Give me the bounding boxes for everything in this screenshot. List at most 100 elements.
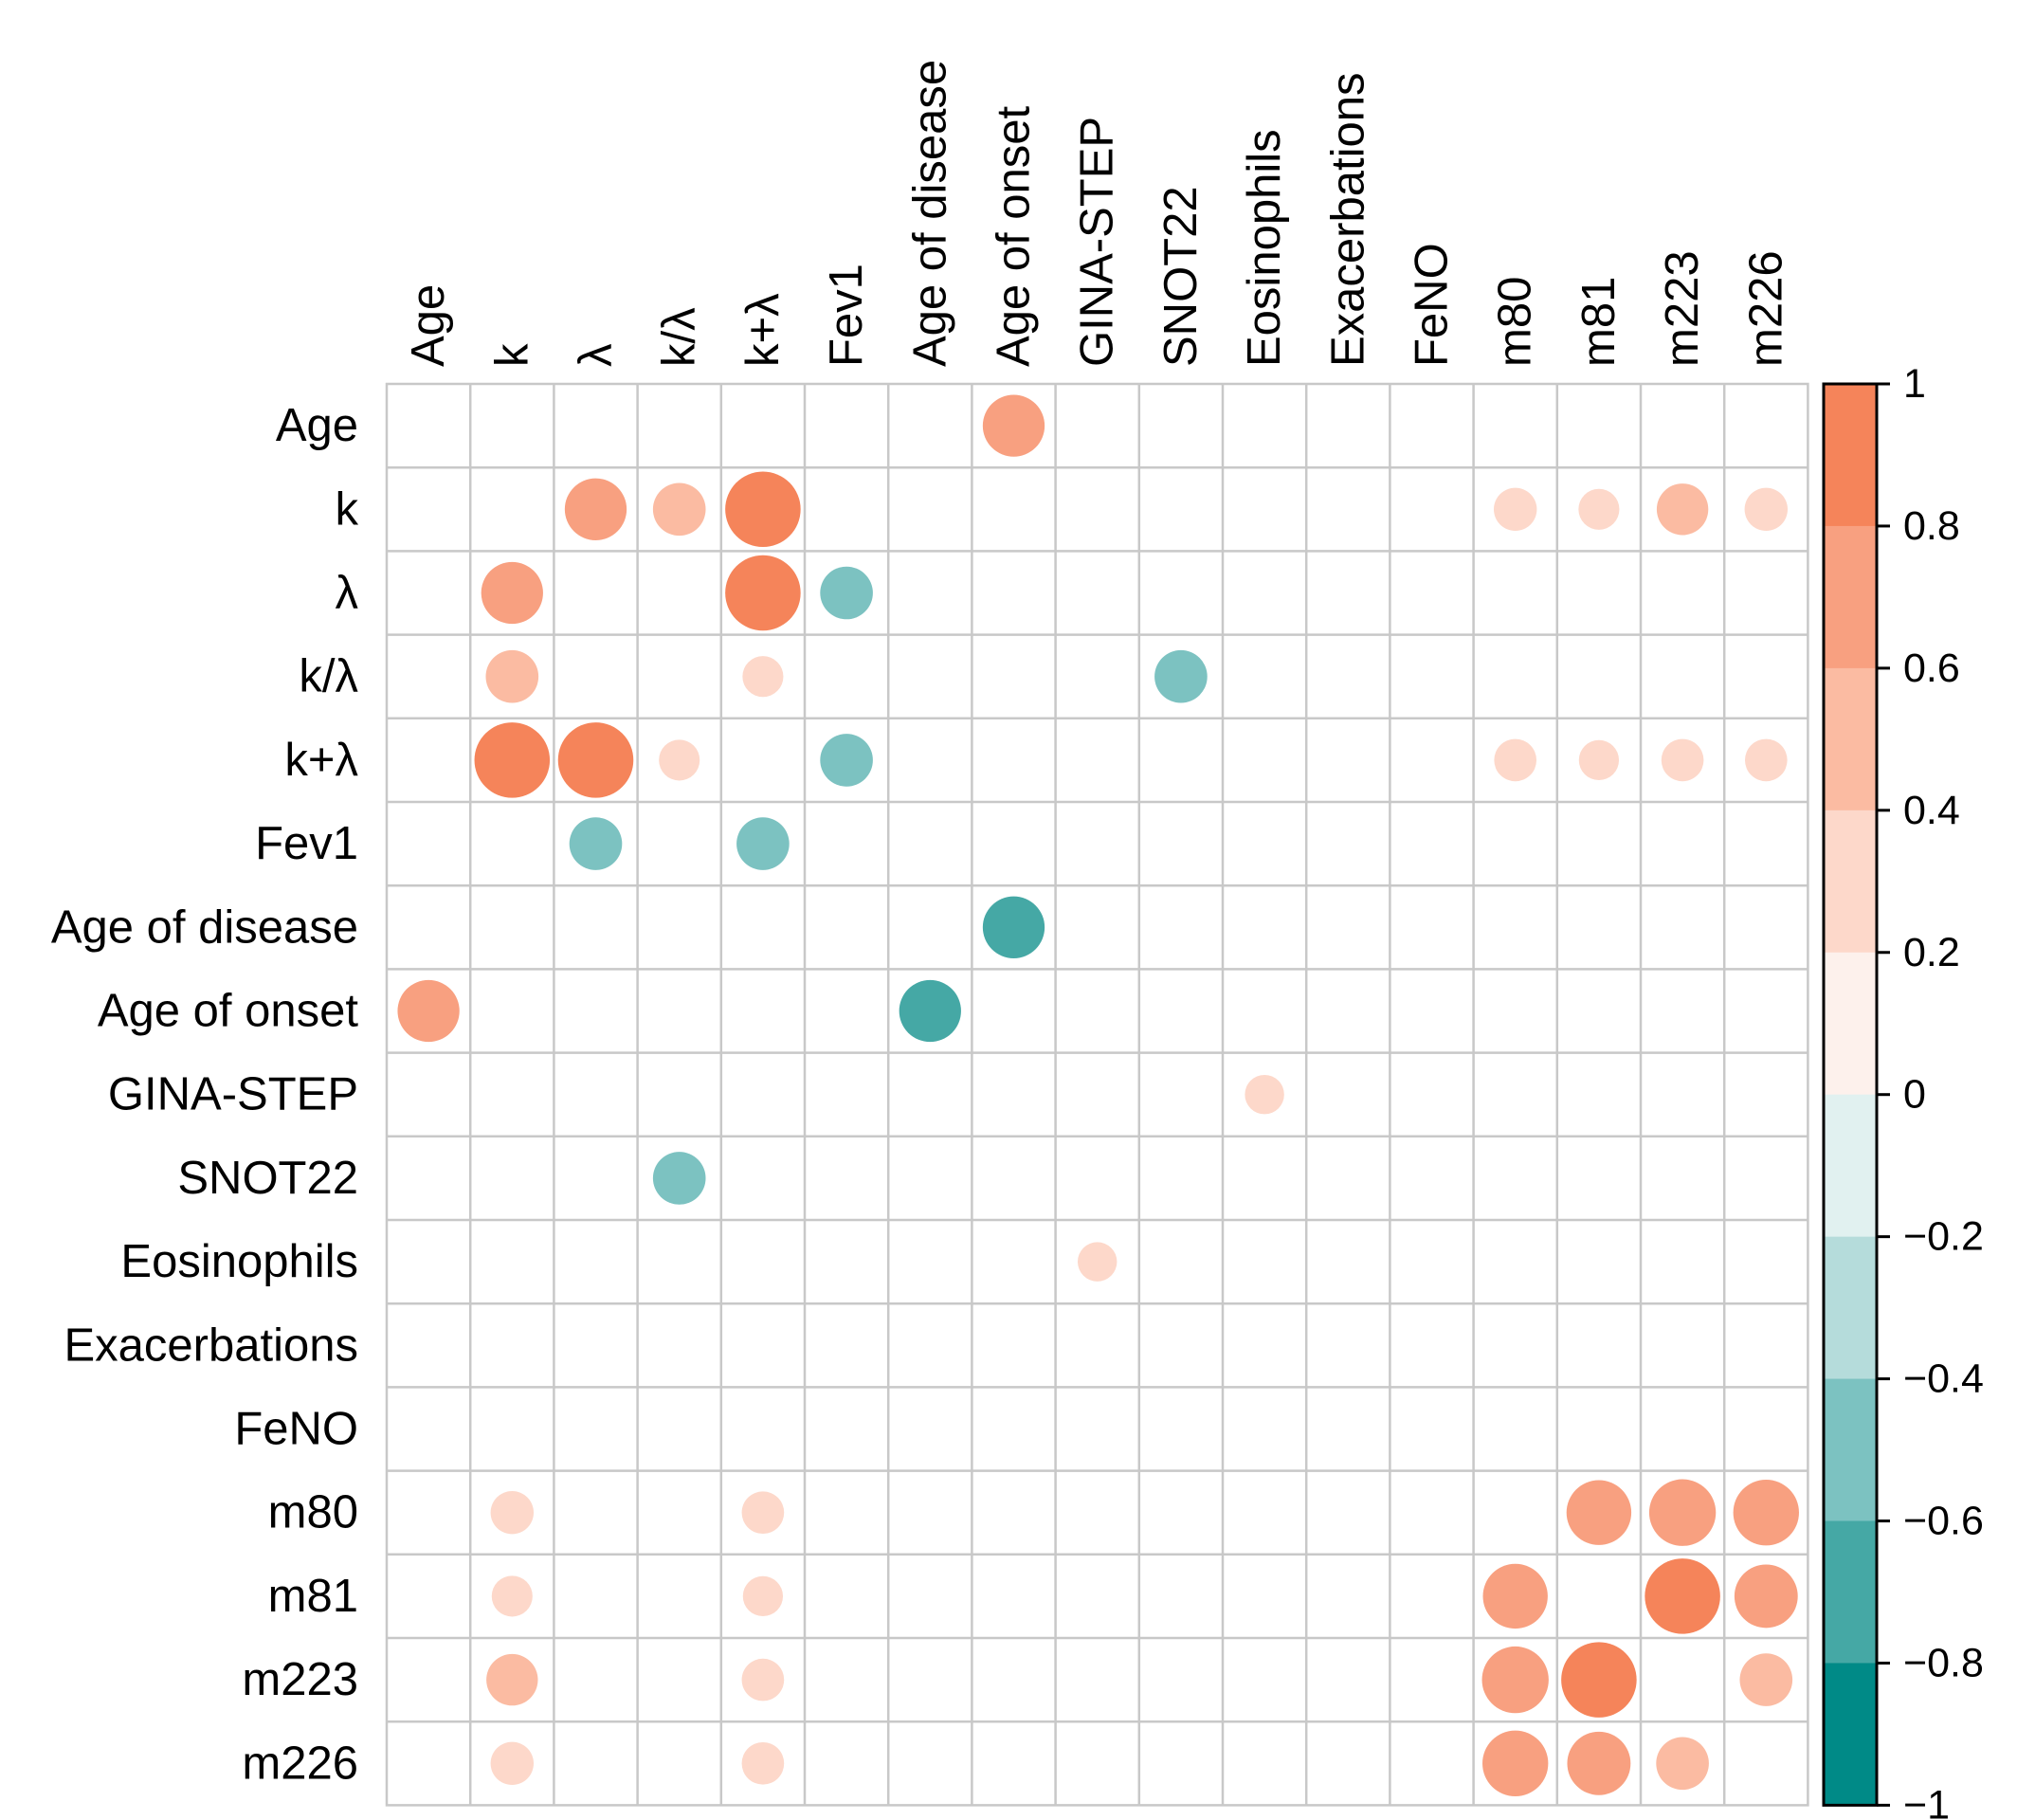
column-label-exacerbations: Exacerbations bbox=[1322, 72, 1373, 367]
correlation-circle-m81-m80 bbox=[1482, 1563, 1548, 1629]
row-label-feno: FeNO bbox=[234, 1404, 358, 1455]
colorbar-bin bbox=[1824, 952, 1877, 1096]
correlation-circle-m223-m226 bbox=[1739, 1653, 1793, 1706]
colorbar-bin bbox=[1824, 384, 1877, 527]
column-label-age-of-disease: Age of disease bbox=[904, 60, 955, 367]
row-label-exacerbations: Exacerbations bbox=[64, 1320, 358, 1371]
row-label-m223: m223 bbox=[242, 1654, 358, 1705]
correlation-circle-m223-kpluslambda bbox=[741, 1658, 785, 1702]
colorbar-bin bbox=[1824, 1236, 1877, 1380]
colorbar-tick-label: −0.2 bbox=[1903, 1214, 1984, 1260]
correlation-circle-snot22-k-over-lambda bbox=[652, 1152, 706, 1205]
column-label-kpluslambda: k+λ bbox=[737, 293, 789, 367]
correlation-circle-m81-m226 bbox=[1734, 1564, 1798, 1629]
row-label-age-of-onset: Age of onset bbox=[98, 986, 359, 1037]
colorbar-tick-label: 0 bbox=[1903, 1072, 1926, 1118]
colorbar-tick-label: −0.8 bbox=[1903, 1640, 1984, 1685]
correlation-circle-age-of-disease-age-of-onset bbox=[982, 896, 1045, 958]
correlation-circle-k-m223 bbox=[1656, 483, 1709, 536]
correlation-circle-kpluslambda-k bbox=[474, 722, 551, 798]
column-label-gina-step: GINA-STEP bbox=[1072, 117, 1123, 367]
correlation-circle-m226-m81 bbox=[1567, 1731, 1631, 1795]
column-label-m80: m80 bbox=[1490, 277, 1541, 367]
column-label-m81: m81 bbox=[1573, 277, 1625, 367]
correlation-circle-lambda-kpluslambda bbox=[725, 555, 801, 631]
correlation-circle-k-lambda bbox=[564, 478, 627, 540]
correlation-circle-k-m81 bbox=[1578, 488, 1620, 530]
correlation-circle-m226-m223 bbox=[1656, 1737, 1709, 1791]
column-label-k: k bbox=[486, 343, 537, 367]
correlation-circle-age-age-of-onset bbox=[982, 394, 1045, 457]
correlation-circle-fev1-lambda bbox=[569, 817, 623, 870]
correlation-circle-k-kpluslambda bbox=[725, 471, 801, 548]
correlation-circle-kpluslambda-m223 bbox=[1661, 738, 1704, 782]
column-label-snot22: SNOT22 bbox=[1155, 186, 1207, 367]
row-label-m226: m226 bbox=[242, 1738, 358, 1789]
column-label-eosinophils: Eosinophils bbox=[1239, 129, 1290, 367]
correlation-circle-kpluslambda-lambda bbox=[557, 722, 634, 798]
column-label-m226: m226 bbox=[1740, 250, 1791, 367]
row-label-age-of-disease: Age of disease bbox=[51, 901, 358, 953]
circle-layer bbox=[397, 394, 1799, 1796]
colorbar-tick-label: −0.6 bbox=[1903, 1499, 1984, 1544]
correlation-circle-k-m80 bbox=[1493, 487, 1537, 532]
row-label-k-over-lambda: k/λ bbox=[299, 651, 358, 702]
correlation-circle-m81-m223 bbox=[1644, 1558, 1720, 1634]
correlation-circle-m223-m81 bbox=[1561, 1642, 1637, 1718]
grid-layer bbox=[385, 382, 1809, 1807]
row-label-eosinophils: Eosinophils bbox=[120, 1236, 358, 1287]
colorbar-tick-label: 0.6 bbox=[1903, 646, 1960, 691]
correlation-circle-k-m226 bbox=[1744, 487, 1789, 532]
colorbar-bin bbox=[1824, 525, 1877, 669]
column-labels: Age k λ k/λ k+λ Fev1 Age of disease Age of onse… bbox=[403, 60, 1791, 367]
row-label-m80: m80 bbox=[268, 1487, 358, 1538]
correlation-circle-k-over-lambda-kpluslambda bbox=[742, 656, 784, 698]
correlation-circle-kpluslambda-k-over-lambda bbox=[659, 739, 700, 781]
correlation-circle-m81-kpluslambda bbox=[742, 1575, 784, 1617]
correlation-circle-lambda-k bbox=[481, 561, 543, 625]
correlation-circle-m223-m80 bbox=[1481, 1646, 1549, 1714]
row-label-gina-step: GINA-STEP bbox=[108, 1069, 358, 1120]
grid-frame bbox=[385, 382, 1809, 1807]
correlation-circle-k-over-lambda-snot22 bbox=[1154, 649, 1208, 703]
row-label-k: k bbox=[336, 483, 359, 535]
column-label-fev1: Fev1 bbox=[821, 264, 872, 367]
correlation-circle-m80-m226 bbox=[1733, 1480, 1799, 1546]
column-label-feno: FeNO bbox=[1407, 243, 1458, 367]
correlation-circle-age-of-onset-age-of-disease bbox=[899, 979, 961, 1043]
correlation-circle-k-over-lambda-k bbox=[485, 649, 539, 703]
correlation-circle-kpluslambda-m226 bbox=[1744, 738, 1788, 782]
correlation-circle-m80-m81 bbox=[1566, 1480, 1632, 1545]
colorbar-tick-label: 0.8 bbox=[1903, 503, 1960, 549]
correlation-circle-kpluslambda-m81 bbox=[1578, 739, 1620, 781]
row-label-age: Age bbox=[276, 400, 358, 451]
row-label-lambda: λ bbox=[336, 568, 359, 619]
row-label-fev1: Fev1 bbox=[255, 818, 358, 869]
colorbar-tick-label: −1 bbox=[1903, 1782, 1950, 1820]
correlation-circle-gina-step-eosinophils bbox=[1245, 1074, 1284, 1115]
column-label-m223: m223 bbox=[1657, 250, 1708, 367]
colorbar-tick-label: 1 bbox=[1903, 361, 1926, 407]
correlation-circle-eosinophils-gina-step bbox=[1077, 1242, 1118, 1282]
correlation-circle-kpluslambda-m80 bbox=[1494, 738, 1537, 782]
column-label-age: Age bbox=[403, 284, 454, 367]
correlation-circle-m80-k bbox=[490, 1490, 535, 1535]
correlation-circle-m226-k bbox=[490, 1741, 535, 1786]
correlation-circle-fev1-kpluslambda bbox=[736, 817, 790, 870]
colorbar-bin bbox=[1824, 1663, 1877, 1806]
correlation-circle-m81-k bbox=[491, 1575, 533, 1617]
correlation-circle-m80-m223 bbox=[1648, 1479, 1717, 1546]
row-label-m81: m81 bbox=[268, 1571, 358, 1622]
colorbar-bin bbox=[1824, 1378, 1877, 1522]
colorbar-tick-label: 0.4 bbox=[1903, 788, 1960, 833]
correlation-circle-m223-k bbox=[486, 1653, 538, 1706]
correlation-circle-age-of-onset-age bbox=[397, 979, 460, 1043]
column-label-age-of-onset: Age of onset bbox=[989, 105, 1040, 367]
colorbar: 1 0.8 0.6 0.4 0.2 0 −0.2 −0.4 −0.6 −0.8 −1 bbox=[1822, 361, 1984, 1820]
row-label-kpluslambda: k+λ bbox=[284, 735, 358, 786]
colorbar-bin bbox=[1824, 1520, 1877, 1664]
colorbar-bin bbox=[1824, 667, 1877, 811]
correlation-circle-m80-kpluslambda bbox=[741, 1491, 785, 1535]
colorbar-bin bbox=[1824, 810, 1877, 954]
